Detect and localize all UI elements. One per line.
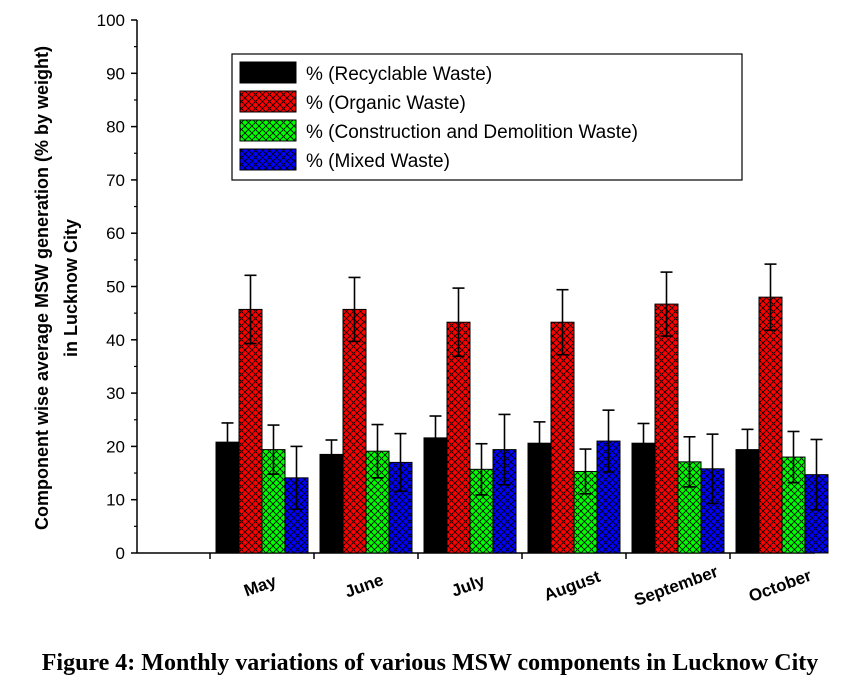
figure-caption: Figure 4: Monthly variations of various … [41,650,819,676]
y-axis: 0 10 20 30 40 50 60 70 80 90 100 [97,11,138,563]
legend-box [231,53,743,181]
y-tick-label: 80 [106,118,125,137]
y-tick-label: 30 [106,384,125,403]
x-tick-label: October [746,566,814,606]
bar [550,321,575,554]
x-axis: May June July August September October [137,552,815,610]
y-tick-label: 60 [106,224,125,243]
x-tick-label: June [342,570,386,601]
y-axis-label-line2: in Lucknow City [61,219,81,357]
y-axis-label: Component wise average MSW generation (%… [32,46,81,530]
legend-swatch [239,61,297,84]
x-tick-label: July [449,571,488,601]
bar [758,296,783,554]
legend-label: % (Organic Waste) [306,93,466,114]
legend-label: % (Recyclable Waste) [306,64,492,85]
x-tick-label: May [241,571,279,600]
x-tick-label: September [632,562,721,610]
bar [342,308,367,554]
bar [238,308,263,554]
legend-label: % (Mixed Waste) [306,151,450,172]
legend-label: % (Construction and Demolition Waste) [306,122,638,143]
y-tick-label: 20 [106,437,125,456]
x-tick-label: August [541,567,603,605]
y-tick-label: 70 [106,171,125,190]
y-tick-label: 0 [116,544,125,563]
legend-swatch [239,148,297,171]
bar-chart: Component wise average MSW generation (%… [32,11,829,610]
error-bar-group [221,263,823,511]
legend-swatch [239,90,297,113]
y-tick-label: 10 [106,491,125,510]
y-tick-label: 50 [106,278,125,297]
legend: % (Recyclable Waste) % (Organic Waste) % (… [231,53,743,181]
bar-series-group [215,296,829,554]
y-tick-label: 100 [97,11,125,30]
y-axis-label-line1: Component wise average MSW generation (%… [32,46,52,530]
bar [654,303,679,554]
legend-swatch [239,119,297,142]
y-tick-label: 90 [106,64,125,83]
y-tick-label: 40 [106,331,125,350]
